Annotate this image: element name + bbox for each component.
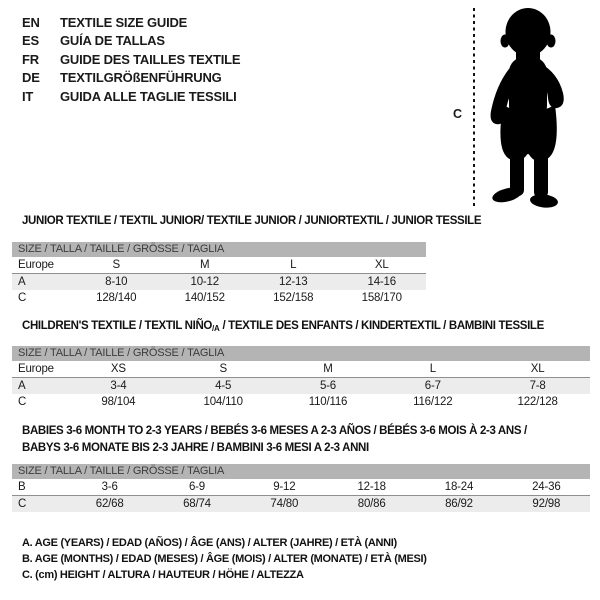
table-cell: M xyxy=(160,257,249,274)
language-label: TEXTILE SIZE GUIDE xyxy=(60,14,188,30)
junior-size-table: SIZE / TALLA / TAILLE / GRÖSSE / TAGLIA … xyxy=(12,242,426,306)
table-cell: 3-6 xyxy=(66,479,154,496)
table-row: C 98/104 104/110 110/116 116/122 122/128 xyxy=(12,394,590,410)
size-header-band: SIZE / TALLA / TAILLE / GRÖSSE / TAGLIA xyxy=(12,346,590,361)
row-label: A xyxy=(12,377,66,394)
height-measure-dashed-line xyxy=(473,8,475,206)
table-cell: L xyxy=(249,257,338,274)
table-cell: 12-18 xyxy=(327,479,416,496)
language-label: GUÍA DE TALLAS xyxy=(60,33,165,49)
table-cell: 6-9 xyxy=(153,479,241,496)
table-cell: 140/152 xyxy=(184,292,225,304)
table-row: Europe S M L XL xyxy=(12,257,426,274)
table-header-row: SIZE / TALLA / TAILLE / GRÖSSE / TAGLIA xyxy=(12,346,590,361)
babies-size-table: SIZE / TALLA / TAILLE / GRÖSSE / TAGLIA … xyxy=(12,464,590,512)
table-cell: XL xyxy=(485,361,590,378)
size-header-band: SIZE / TALLA / TAILLE / GRÖSSE / TAGLIA xyxy=(12,464,590,479)
table-cell: 6-7 xyxy=(380,377,486,394)
table-cell: XS xyxy=(66,361,171,378)
language-label: GUIDE DES TAILLES TEXTILE xyxy=(60,51,241,67)
table-cell: 116/122 xyxy=(413,396,453,408)
table-cell: 8-10 xyxy=(72,273,161,290)
table-row: C 128/140 140/152 152/158 158/170 xyxy=(12,290,426,306)
language-row: FR GUIDE DES TAILLES TEXTILE xyxy=(22,50,241,69)
footnote-c: C. (cm) HEIGHT / ALTURA / HAUTEUR / HÖHE… xyxy=(22,569,304,581)
section-title-children: CHILDREN'S TEXTILE / TEXTIL NIÑO/A / TEX… xyxy=(22,320,544,333)
table-cell: 152/158 xyxy=(273,292,314,304)
table-cell: 92/98 xyxy=(502,495,590,512)
language-code: IT xyxy=(22,88,34,104)
language-label: TEXTILGRÖßENFÜHRUNG xyxy=(60,70,222,86)
table-cell: XL xyxy=(337,257,426,274)
row-label: C xyxy=(18,396,27,408)
language-label: GUIDA ALLE TAGLIE TESSILI xyxy=(60,88,237,104)
table-cell: 24-36 xyxy=(502,479,590,496)
table-row: Europe XS S M L XL xyxy=(12,361,590,378)
table-cell: 7-8 xyxy=(485,377,590,394)
table-cell: 122/128 xyxy=(517,396,558,408)
table-cell: M xyxy=(275,361,381,378)
table-cell: L xyxy=(380,361,486,378)
footnote-a: A. AGE (YEARS) / EDAD (AÑOS) / ÂGE (ANS)… xyxy=(22,537,397,549)
table-cell: 128/140 xyxy=(96,292,137,304)
row-label: A xyxy=(12,273,72,290)
table-cell: 98/104 xyxy=(101,396,136,408)
language-row: IT GUIDA ALLE TAGLIE TESSILI xyxy=(22,87,240,106)
table-cell: 3-4 xyxy=(66,377,171,394)
language-row: EN TEXTILE SIZE GUIDE xyxy=(22,13,240,32)
language-list: EN TEXTILE SIZE GUIDE ES GUÍA DE TALLAS … xyxy=(22,13,241,106)
table-cell: 110/116 xyxy=(308,396,348,408)
size-header-band: SIZE / TALLA / TAILLE / GRÖSSE / TAGLIA xyxy=(12,242,426,257)
table-cell: 18-24 xyxy=(415,479,503,496)
table-cell: 62/68 xyxy=(66,495,154,512)
footnote-legend: A. AGE (YEARS) / EDAD (AÑOS) / ÂGE (ANS)… xyxy=(22,535,427,583)
table-cell: 9-12 xyxy=(240,479,328,496)
language-row: DE TEXTILGRÖßENFÜHRUNG xyxy=(22,69,240,88)
language-code: DE xyxy=(22,70,40,86)
title-line: BABIES 3-6 MONTH TO 2-3 YEARS / BEBÉS 3-… xyxy=(22,425,527,437)
table-cell: 104/110 xyxy=(203,396,244,408)
title-part: / TEXTILE DES ENFANTS / KINDERTEXTIL / B… xyxy=(219,320,544,332)
language-code: ES xyxy=(22,33,39,49)
table-cell: 158/170 xyxy=(361,292,402,304)
table-row: A 8-10 10-12 12-13 14-16 xyxy=(12,273,426,290)
table-cell: 86/92 xyxy=(415,495,503,512)
section-title-junior: JUNIOR TEXTILE / TEXTIL JUNIOR/ TEXTILE … xyxy=(22,215,482,227)
title-subscript: /A xyxy=(212,324,220,333)
row-label: C xyxy=(18,292,27,304)
table-row: B 3-6 6-9 9-12 12-18 18-24 24-36 xyxy=(12,479,590,496)
row-label: C xyxy=(12,495,66,512)
language-code: FR xyxy=(22,51,39,67)
table-cell: S xyxy=(170,361,276,378)
row-label: B xyxy=(12,479,66,496)
table-header-row: SIZE / TALLA / TAILLE / GRÖSSE / TAGLIA xyxy=(12,242,426,257)
table-cell: S xyxy=(72,257,161,274)
baby-silhouette xyxy=(490,8,564,208)
title-part: CHILDREN'S TEXTILE / TEXTIL NIÑO xyxy=(22,320,213,332)
table-cell: 10-12 xyxy=(160,273,249,290)
table-cell: 12-13 xyxy=(249,273,338,290)
table-row: C 62/68 68/74 74/80 80/86 86/92 92/98 xyxy=(12,495,590,512)
children-size-table: SIZE / TALLA / TAILLE / GRÖSSE / TAGLIA … xyxy=(12,346,590,410)
table-cell: 74/80 xyxy=(240,495,328,512)
table-cell: 80/86 xyxy=(327,495,416,512)
table-cell: 4-5 xyxy=(170,377,276,394)
section-title-babies: BABIES 3-6 MONTH TO 2-3 YEARS / BEBÉS 3-… xyxy=(22,423,542,456)
table-row: A 3-4 4-5 5-6 6-7 7-8 xyxy=(12,377,590,394)
footnote-b: B. AGE (MONTHS) / EDAD (MESES) / ÂGE (MO… xyxy=(22,553,427,565)
table-header-row: SIZE / TALLA / TAILLE / GRÖSSE / TAGLIA xyxy=(12,464,590,479)
row-label: Europe xyxy=(12,361,66,378)
row-label: Europe xyxy=(12,257,72,274)
height-measure-label: C xyxy=(453,107,463,121)
title-line: BABYS 3-6 MONATE BIS 2-3 JAHRE / BAMBINI… xyxy=(22,441,369,454)
language-row: ES GUÍA DE TALLAS xyxy=(22,32,240,51)
table-cell: 14-16 xyxy=(337,273,426,290)
language-code: EN xyxy=(22,14,40,30)
table-cell: 68/74 xyxy=(153,495,241,512)
table-cell: 5-6 xyxy=(275,377,381,394)
